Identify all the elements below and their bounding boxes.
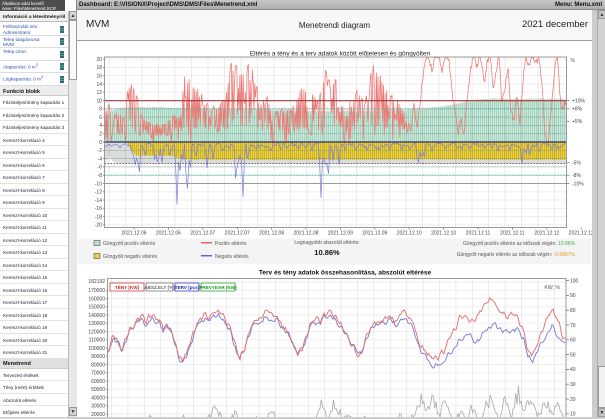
svg-text:-10: -10 [95, 181, 102, 187]
svg-text:TÉNY [KW]: TÉNY [KW] [115, 283, 140, 290]
svg-text:110000: 110000 [89, 338, 106, 344]
svg-text:+8%: +8% [572, 107, 583, 113]
svg-text:-12: -12 [95, 190, 102, 196]
svg-text:%: % [571, 58, 576, 64]
svg-text:2021.12.07: 2021.12.07 [225, 231, 250, 237]
svg-text:-14: -14 [95, 198, 102, 204]
svg-text:20000: 20000 [91, 412, 105, 417]
svg-text:2021.12.09: 2021.12.09 [328, 231, 353, 237]
svg-text:2021.12.12: 2021.12.12 [534, 231, 559, 237]
svg-text:2021.12.06: 2021.12.06 [121, 231, 146, 237]
svg-text:20: 20 [96, 57, 102, 63]
svg-text:30: 30 [570, 382, 576, 388]
svg-text:Negatív eltérés: Negatív eltérés [215, 254, 249, 260]
svg-text:10: 10 [570, 412, 576, 417]
svg-text:16: 16 [96, 74, 102, 80]
svg-text:70000: 70000 [91, 371, 105, 377]
svg-text:8: 8 [99, 107, 102, 113]
svg-text:-4: -4 [98, 156, 103, 162]
svg-text:4: 4 [99, 123, 102, 129]
svg-text:10.86%: 10.86% [314, 248, 340, 257]
svg-text:2021.12.07: 2021.12.07 [190, 231, 215, 237]
svg-text:100: 100 [570, 278, 579, 284]
svg-text:-18: -18 [95, 214, 102, 220]
svg-text:150000: 150000 [88, 305, 105, 311]
svg-text:6: 6 [99, 115, 102, 121]
svg-text:ABSZ.ELT [%]: ABSZ.ELT [%] [144, 285, 175, 290]
svg-text:10: 10 [96, 98, 102, 104]
svg-text:70: 70 [570, 323, 576, 329]
svg-text:160000: 160000 [88, 296, 105, 302]
svg-text:-8: -8 [98, 173, 103, 179]
svg-text:PREVYEAR [KW]: PREVYEAR [KW] [199, 285, 237, 290]
svg-text:Terv és tény adatok összehason: Terv és tény adatok összehasonlítása, ab… [259, 270, 432, 277]
svg-text:170000: 170000 [88, 288, 105, 294]
svg-text:60: 60 [570, 338, 576, 344]
svg-text:40000: 40000 [91, 395, 105, 401]
svg-text:130000: 130000 [88, 321, 105, 327]
svg-text:2: 2 [99, 132, 102, 138]
svg-text:14: 14 [96, 82, 102, 88]
svg-text:+10%: +10% [572, 98, 585, 104]
svg-text:-10%: -10% [572, 181, 584, 187]
svg-text:80: 80 [570, 308, 576, 314]
svg-text:50: 50 [570, 352, 576, 358]
svg-text:TERV [pcs]: TERV [pcs] [175, 285, 200, 290]
svg-text:Eltérés a tény és a terv adato: Eltérés a tény és a terv adatok között e… [250, 51, 431, 58]
svg-text:2021.12.10: 2021.12.10 [397, 231, 422, 237]
svg-text:KW, %: KW, % [544, 285, 560, 291]
svg-text:12: 12 [96, 90, 102, 96]
svg-text:2021.12.11: 2021.12.11 [500, 231, 525, 237]
svg-text:90: 90 [570, 293, 576, 299]
svg-text:90000: 90000 [91, 354, 105, 360]
svg-text:Göngyölt pozitív eltérés: Göngyölt pozitív eltérés [103, 241, 156, 247]
svg-text:Legnagyobb abszolút eltérés:: Legnagyobb abszolút eltérés: [294, 240, 359, 246]
svg-text:80000: 80000 [91, 362, 105, 368]
svg-text:140000: 140000 [88, 313, 105, 319]
svg-text:100000: 100000 [88, 346, 105, 352]
svg-text:0: 0 [99, 140, 102, 146]
svg-text:40: 40 [570, 367, 576, 373]
svg-text:-20: -20 [95, 223, 102, 229]
svg-text:-5%: -5% [572, 161, 581, 167]
svg-text:2021.12.09: 2021.12.09 [362, 231, 387, 237]
svg-text:+5%: +5% [572, 119, 583, 125]
svg-text:60000: 60000 [91, 379, 105, 385]
svg-text:-2: -2 [98, 148, 103, 154]
svg-text:-16: -16 [95, 206, 102, 212]
svg-text:2021.12.10: 2021.12.10 [431, 231, 456, 237]
svg-text:Göngyölt negatív eltérés: Göngyölt negatív eltérés [103, 254, 158, 260]
svg-text:30000: 30000 [91, 404, 105, 410]
svg-text:2021.12.08: 2021.12.08 [259, 231, 284, 237]
svg-text:-8%: -8% [572, 173, 581, 179]
svg-text:120000: 120000 [88, 329, 105, 335]
svg-text:50000: 50000 [91, 387, 105, 393]
svg-text:18: 18 [96, 65, 102, 71]
svg-text:182192: 182192 [88, 279, 105, 285]
svg-text:2021.12.12: 2021.12.12 [569, 231, 594, 237]
svg-text:Pozitív eltérés: Pozitív eltérés [215, 241, 247, 247]
svg-text:Göngyölt negatív eltérés az id: Göngyölt negatív eltérés az időszak végé… [457, 252, 576, 258]
svg-text:2021.12.08: 2021.12.08 [293, 231, 318, 237]
svg-text:Göngyölt pozitív eltérés az id: Göngyölt pozitív eltérés az időszak végé… [463, 241, 576, 247]
svg-text:2021.12.11: 2021.12.11 [466, 231, 491, 237]
svg-text:2021.12.06: 2021.12.06 [156, 231, 181, 237]
svg-text:20: 20 [570, 397, 576, 403]
svg-text:-6: -6 [98, 165, 103, 171]
